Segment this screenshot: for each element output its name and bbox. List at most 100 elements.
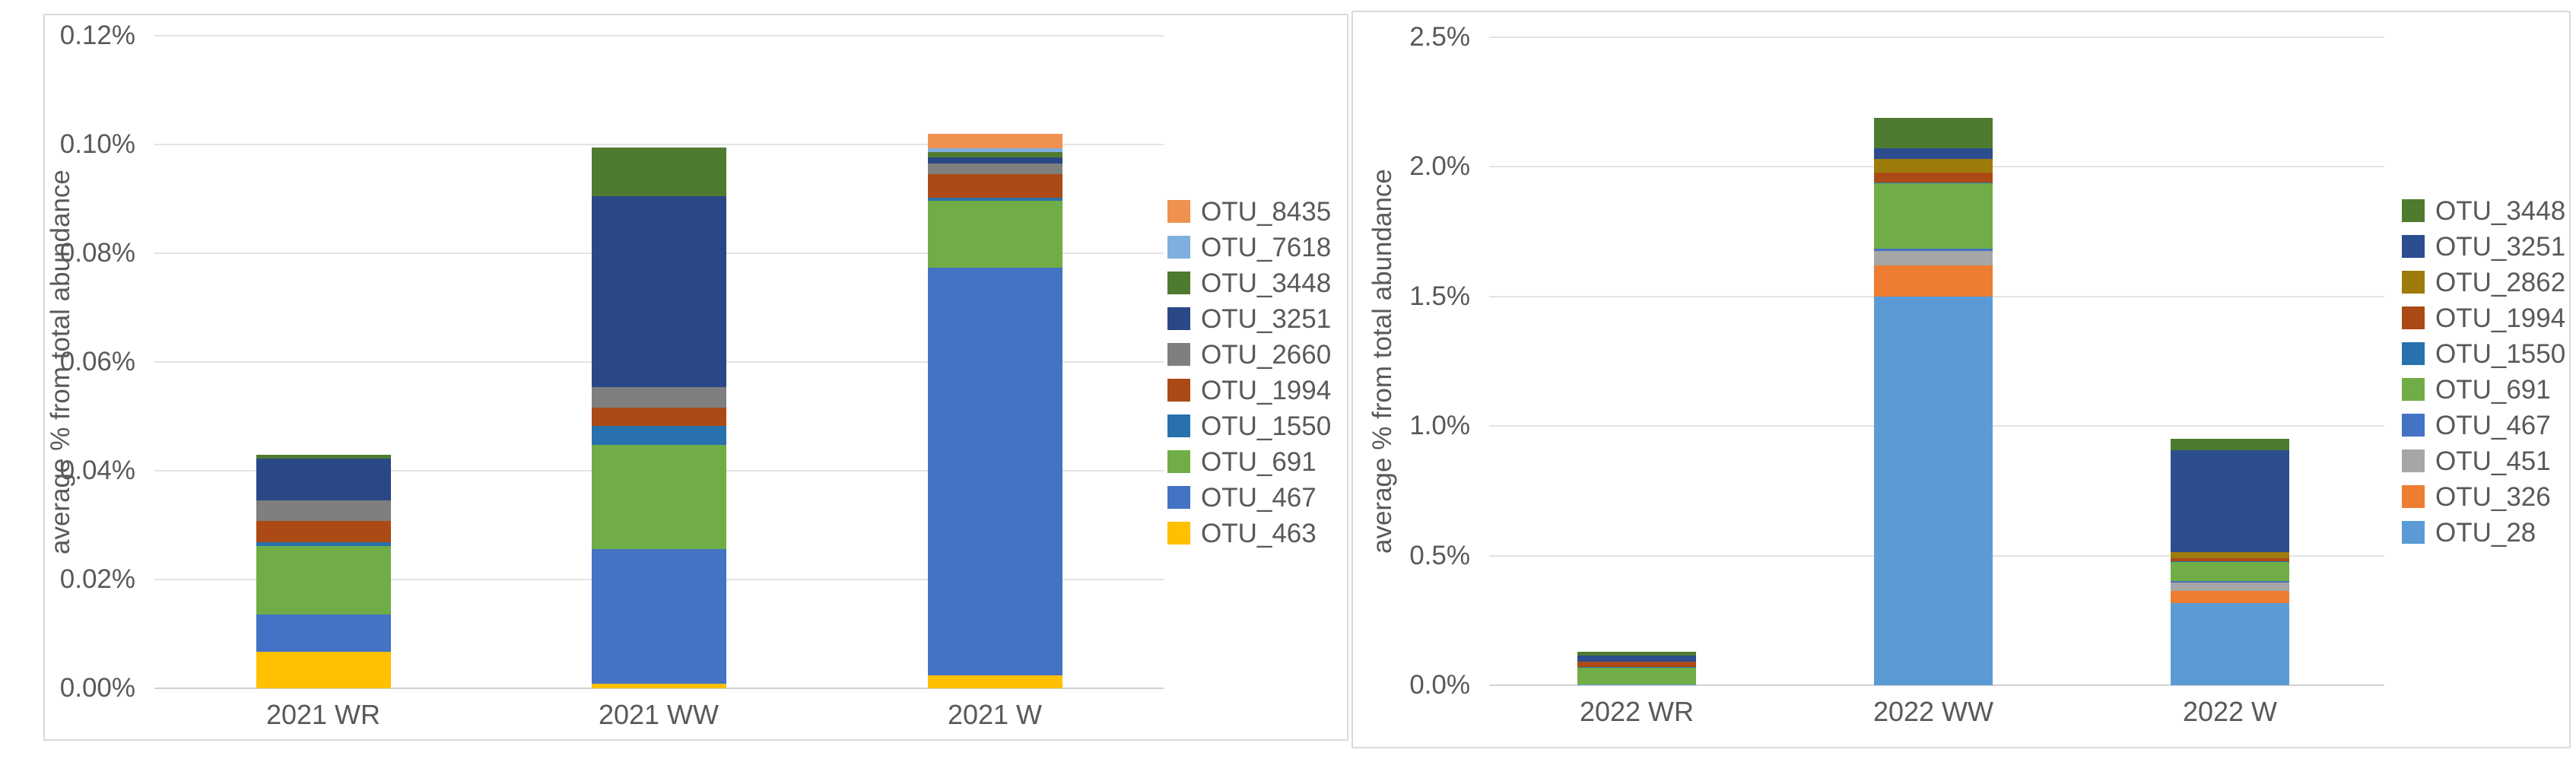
bar-segment-OTU_467 (2171, 581, 2289, 583)
legend-label: OTU_2862 (2435, 268, 2566, 297)
legend-label: OTU_3251 (1201, 304, 1332, 334)
legend-item: OTU_463 (1167, 516, 1365, 551)
legend-swatch-OTU_1994 (1167, 379, 1190, 402)
bar-segment-OTU_1994 (927, 173, 1062, 198)
bar-segment-OTU_2660 (591, 386, 726, 408)
legend-swatch-OTU_1994 (2402, 306, 2425, 329)
y-tick-label: 0.08% (59, 238, 135, 268)
legend-swatch-OTU_467 (2402, 414, 2425, 437)
legend-swatch-OTU_2862 (2402, 271, 2425, 294)
bar-segment-OTU_3251 (256, 458, 391, 500)
bar-segment-OTU_3448 (591, 147, 726, 196)
y-tick-label: 0.00% (59, 673, 135, 703)
gridline (1489, 37, 2384, 38)
legend-swatch-OTU_1550 (1167, 414, 1190, 437)
bar-segment-OTU_3448 (1874, 117, 1993, 148)
bar-segment-OTU_3251 (927, 157, 1062, 164)
bar-segment-OTU_467 (256, 614, 391, 653)
gridline (154, 35, 1164, 37)
legend-label: OTU_467 (2435, 411, 2551, 440)
legend-swatch-OTU_8435 (1167, 200, 1190, 223)
legend-label: OTU_691 (2435, 375, 2551, 405)
bar-segment-OTU_3448 (927, 152, 1062, 158)
legend-item: OTU_467 (2402, 408, 2576, 443)
gridline (154, 688, 1164, 689)
legend-item: OTU_691 (2402, 372, 2576, 408)
legend-item: OTU_2862 (2402, 265, 2576, 300)
bar-segment-OTU_451 (2171, 582, 2289, 591)
bar-segment-OTU_2862 (2171, 551, 2289, 558)
legend-item: OTU_1994 (1167, 373, 1365, 408)
legend-swatch-OTU_3448 (2402, 199, 2425, 222)
bar-segment-OTU_1994 (1874, 172, 1993, 183)
bar-segment-OTU_1550 (256, 541, 391, 546)
bar-segment-OTU_2660 (927, 164, 1062, 174)
legend-item: OTU_691 (1167, 444, 1365, 480)
bar-segment-OTU_8435 (927, 134, 1062, 148)
x-category-label: 2022 WW (1872, 696, 1994, 727)
bar-segment-OTU_1994 (2171, 557, 2289, 561)
y-tick-label: 0.06% (59, 347, 135, 376)
x-category-label: 2021 WW (598, 699, 719, 730)
legend-item: OTU_1550 (2402, 336, 2576, 372)
legend-item: OTU_3448 (1167, 265, 1365, 301)
legend-item: OTU_3251 (2402, 229, 2576, 265)
legend-label: OTU_2660 (1201, 340, 1332, 370)
bar-segment-OTU_28 (2171, 602, 2289, 685)
legend-item: OTU_3251 (1167, 301, 1365, 337)
bar-segment-OTU_463 (256, 652, 391, 688)
bar-segment-OTU_691 (1577, 668, 1696, 684)
bar-segment-OTU_3448 (2171, 438, 2289, 450)
bar-segment-OTU_3251 (1874, 148, 1993, 159)
legend-label: OTU_3251 (2435, 232, 2566, 262)
legend-swatch-OTU_1550 (2402, 342, 2425, 365)
x-category-label: 2021 WR (265, 699, 381, 730)
y-tick-label: 0.5% (1409, 540, 1470, 570)
legend-swatch-OTU_467 (1167, 486, 1190, 509)
bar-segment-OTU_467 (927, 268, 1062, 675)
y-tick-label: 1.0% (1409, 411, 1470, 441)
y-tick-label: 0.02% (59, 564, 135, 594)
bar-segment-OTU_463 (927, 675, 1062, 688)
bar-segment-OTU_28 (1874, 296, 1993, 685)
legend-label: OTU_463 (1201, 519, 1317, 548)
bar-segment-OTU_7618 (927, 148, 1062, 152)
bar-segment-OTU_1994 (1577, 662, 1696, 668)
bar-segment-OTU_28 (1577, 684, 1696, 685)
bar-segment-OTU_691 (256, 545, 391, 615)
gridline (154, 144, 1164, 145)
legend-item: OTU_2660 (1167, 337, 1365, 373)
y-tick-label: 0.0% (1409, 670, 1470, 700)
bar-segment-OTU_3251 (591, 195, 726, 387)
legend-swatch-OTU_3448 (1167, 272, 1190, 294)
legend-label: OTU_326 (2435, 482, 2551, 512)
bar-segment-OTU_691 (927, 200, 1062, 268)
y-tick-label: 0.10% (59, 129, 135, 159)
legend-label: OTU_467 (1201, 483, 1317, 513)
bar-segment-OTU_467 (1874, 248, 1993, 251)
legend-item: OTU_467 (1167, 480, 1365, 516)
y-tick-label: 2.0% (1409, 151, 1470, 182)
legend-label: OTU_7618 (1201, 233, 1332, 262)
legend-swatch-OTU_2660 (1167, 343, 1190, 366)
bar-segment-OTU_1550 (591, 426, 726, 445)
legend-label: OTU_1550 (1201, 411, 1332, 441)
legend-swatch-OTU_691 (2402, 378, 2425, 401)
bar-segment-OTU_1550 (1577, 667, 1696, 668)
legend-swatch-OTU_3251 (1167, 307, 1190, 330)
legend-label: OTU_1994 (2435, 303, 2566, 333)
legend-item: OTU_326 (2402, 479, 2576, 515)
legend-swatch-OTU_28 (2402, 521, 2425, 544)
y-tick-label: 0.12% (59, 21, 135, 50)
bar-segment-OTU_1994 (591, 408, 726, 427)
legend-label: OTU_451 (2435, 446, 2551, 476)
legend-item: OTU_28 (2402, 515, 2576, 551)
legend-swatch-OTU_463 (1167, 522, 1190, 545)
y-tick-label: 1.5% (1409, 281, 1470, 311)
x-category-label: 2021 W (947, 699, 1043, 730)
legend-label: OTU_28 (2435, 518, 2536, 548)
y-tick-label: 2.5% (1409, 22, 1470, 52)
bar-segment-OTU_467 (591, 548, 726, 684)
legend-label: OTU_691 (1201, 447, 1317, 477)
